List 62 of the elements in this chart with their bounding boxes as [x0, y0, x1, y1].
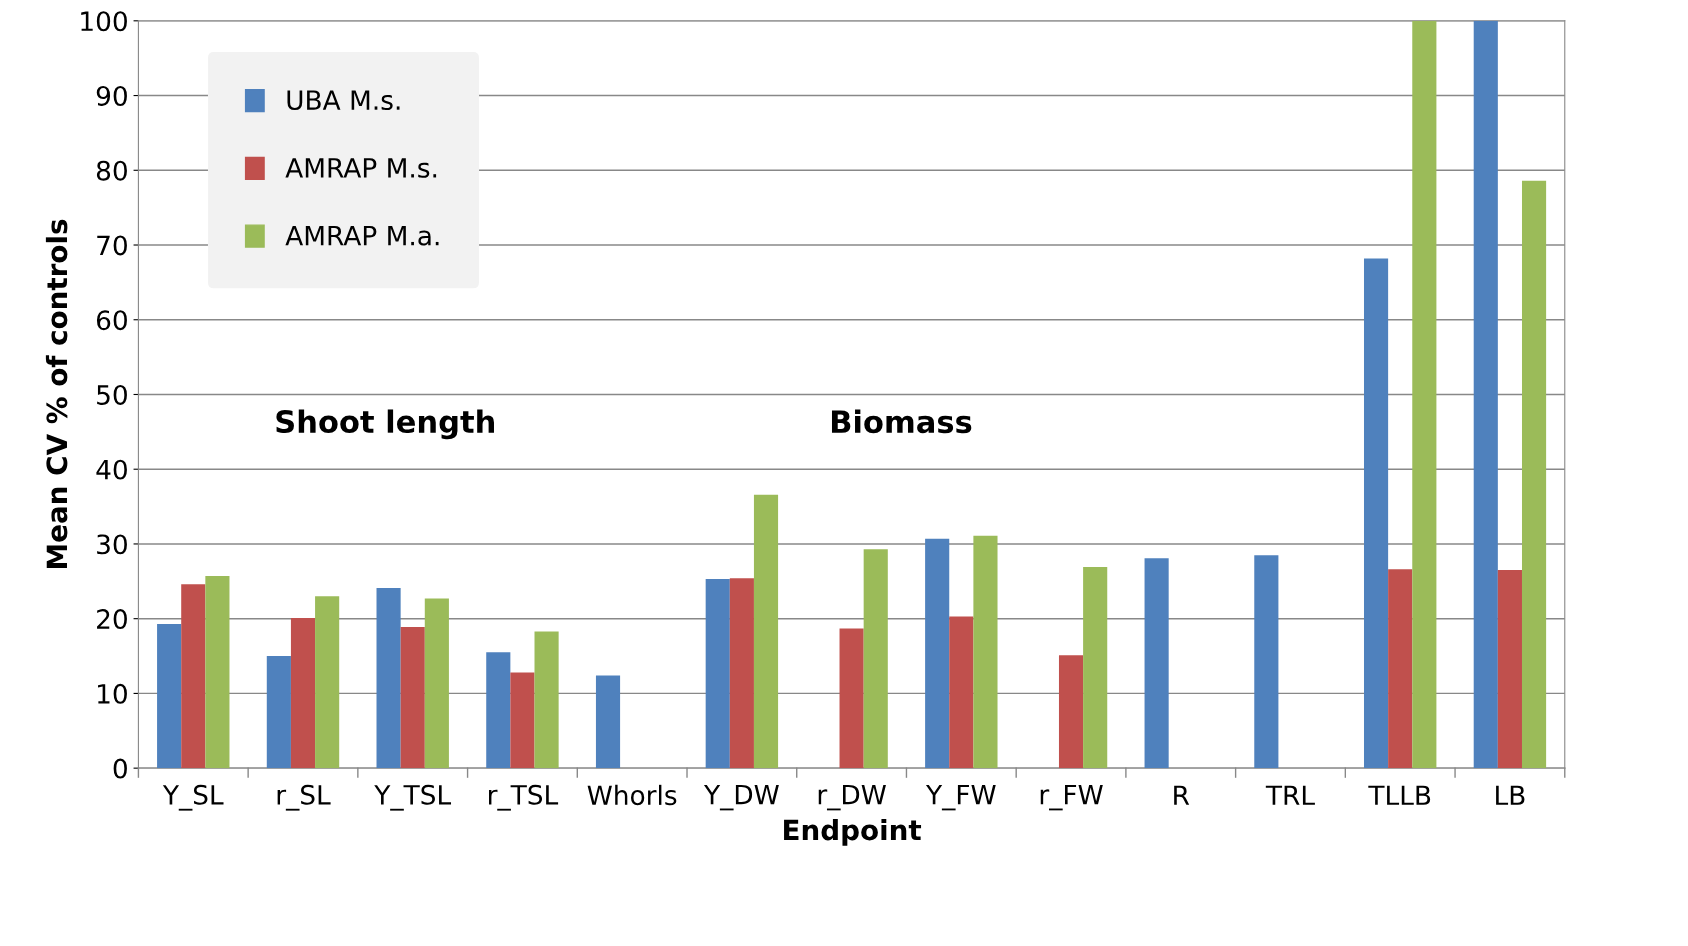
y-tick-label: 20 — [97, 609, 127, 630]
bar — [424, 598, 449, 769]
bar — [1521, 180, 1547, 769]
bar — [486, 652, 511, 769]
bar — [1497, 570, 1522, 769]
x-tick-label: Y_FW — [925, 784, 996, 811]
bar — [181, 584, 206, 769]
x-tick-label: r_FW — [1040, 784, 1103, 811]
x-tick-label: r_DW — [818, 784, 886, 811]
bar — [205, 576, 230, 769]
annotation: Biomass — [831, 409, 972, 434]
x-tick-label: r_TSL — [489, 784, 559, 811]
x-tick-label: R — [1174, 785, 1190, 805]
bar — [157, 623, 182, 769]
y-tick-label: 70 — [97, 235, 127, 256]
y-tick-label: 80 — [96, 160, 127, 181]
legend-label: AMRAP M.s. — [285, 158, 437, 178]
bar — [1254, 555, 1279, 769]
bar — [863, 549, 888, 769]
bar — [400, 626, 425, 769]
y-tick-label: 10 — [98, 683, 127, 704]
bar — [290, 617, 316, 769]
bar — [1144, 558, 1169, 769]
bar — [1388, 569, 1413, 769]
bar — [973, 535, 998, 769]
x-tick-label: TLLB — [1368, 785, 1431, 805]
annotation: Shoot length — [276, 409, 494, 440]
legend-label: AMRAP M.a. — [285, 225, 439, 246]
bar — [753, 494, 779, 769]
legend-label: UBA M.s. — [287, 90, 400, 111]
x-tick-label: TRL — [1265, 785, 1315, 805]
bar — [1058, 655, 1084, 769]
bar — [729, 578, 754, 769]
bar — [925, 538, 950, 769]
y-tick-label: 40 — [96, 459, 127, 480]
bar — [1363, 258, 1389, 769]
y-tick-label: 100 — [81, 11, 127, 32]
bar — [839, 628, 864, 769]
x-tick-label: LB — [1496, 785, 1525, 805]
bar — [376, 588, 401, 769]
bar — [534, 631, 559, 769]
bar — [949, 616, 974, 769]
bar — [705, 579, 730, 769]
y-tick-label: 90 — [96, 85, 127, 106]
y-axis-title: Mean CV % of controls — [45, 219, 68, 568]
bar — [1083, 567, 1108, 769]
x-tick-label: Whorls — [587, 784, 677, 806]
y-tick-label: 30 — [97, 534, 127, 555]
y-tick-label: 0 — [113, 758, 127, 779]
bar — [315, 596, 340, 769]
bar — [266, 656, 291, 769]
bar — [510, 672, 535, 769]
y-tick-label: 50 — [97, 384, 127, 405]
y-tick-label: 60 — [96, 310, 127, 331]
x-tick-label: Y_TSL — [374, 784, 452, 811]
x-axis-title: Endpoint — [784, 818, 922, 846]
x-tick-label: r_SL — [277, 784, 331, 811]
bar — [1412, 20, 1437, 769]
bar — [1473, 20, 1498, 769]
bar — [595, 675, 621, 769]
x-tick-label: Y_SL — [162, 784, 224, 811]
x-tick-label: Y_DW — [703, 784, 779, 811]
